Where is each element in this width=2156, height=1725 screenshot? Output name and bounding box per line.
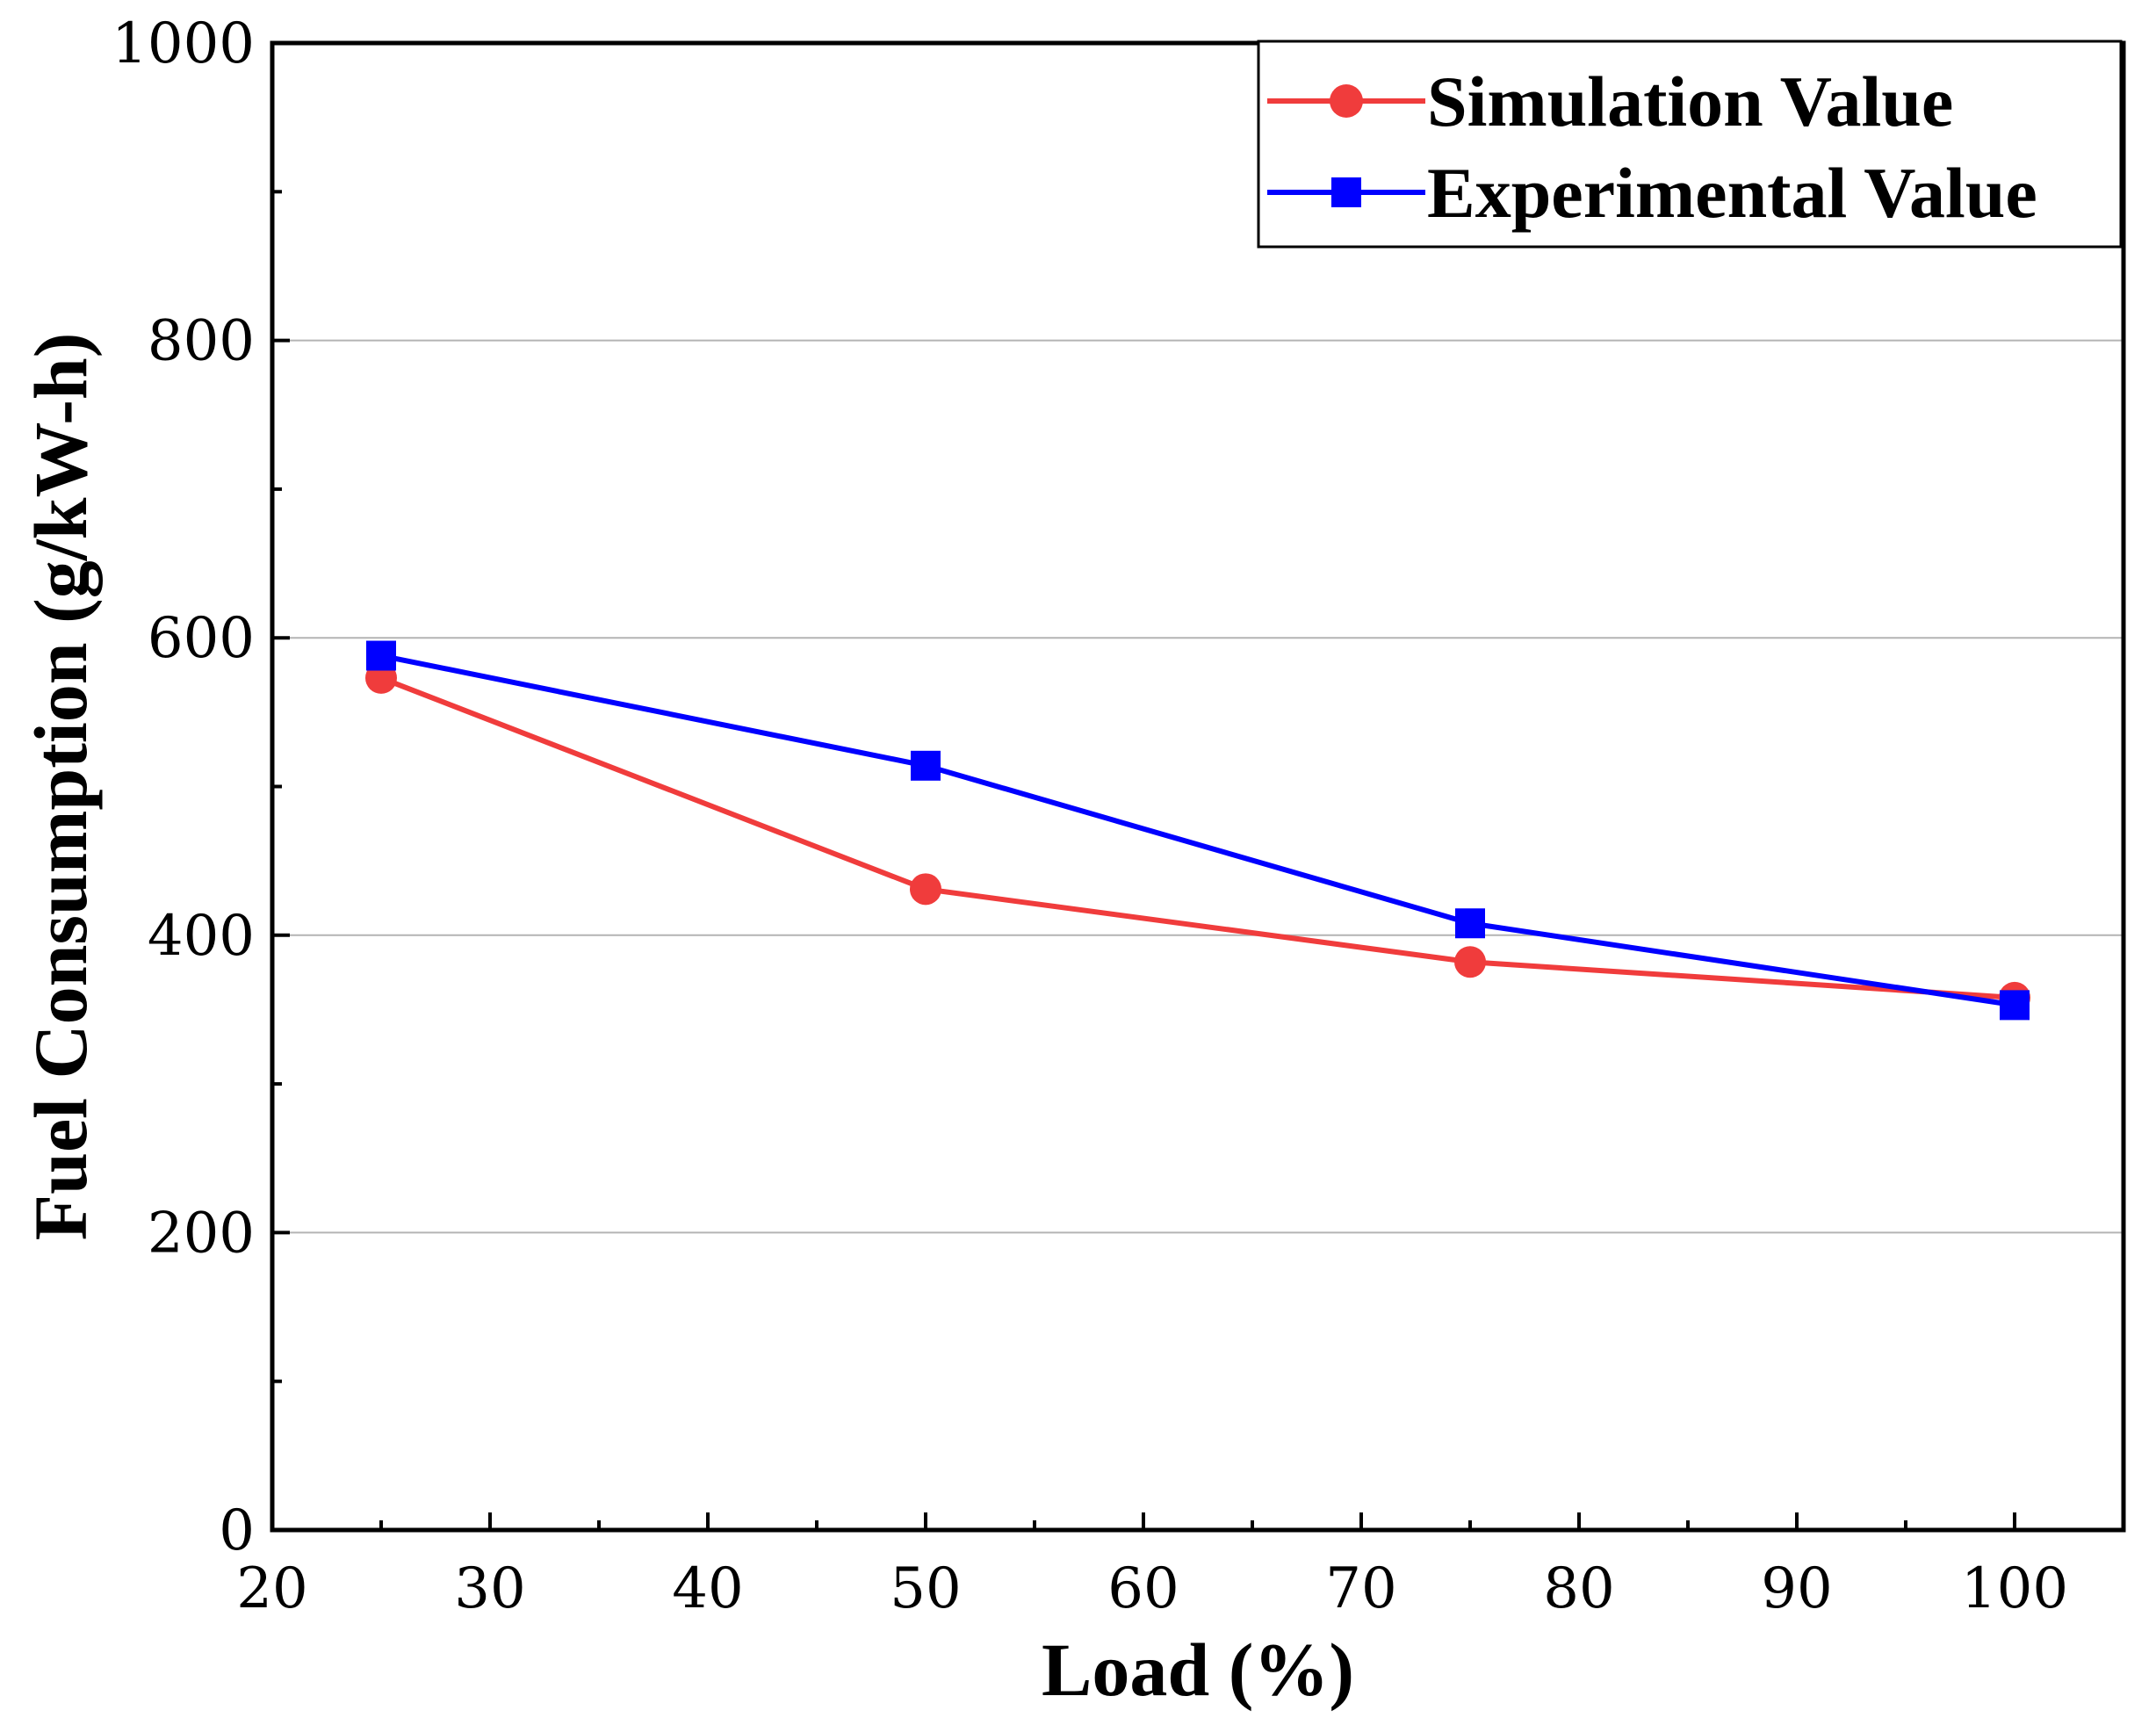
y-axis-title: Fuel Consumption (g/kW-h): [18, 333, 103, 1241]
series-line: [380, 653, 2015, 1008]
y-tick-label: 0: [219, 1498, 255, 1563]
y-tick-label: 1000: [112, 11, 255, 76]
y-tick-label: 400: [148, 904, 255, 969]
series-layer: [365, 640, 2030, 1021]
legend: Simulation Value Experimental Value: [1257, 40, 2123, 249]
legend-box: [1257, 40, 2123, 249]
y-tick-label: 200: [148, 1201, 255, 1266]
x-axis-title: Load (%): [1042, 1628, 1354, 1712]
data-point: [910, 873, 941, 906]
x-tick-label: 60: [1107, 1556, 1179, 1621]
data-point: [2000, 990, 2030, 1021]
legend-marker: [1331, 177, 1361, 207]
data-point: [366, 640, 396, 671]
series: [365, 661, 2030, 1014]
series: [366, 640, 2030, 1021]
x-tick-label: 30: [454, 1556, 525, 1621]
x-tick-label: 100: [1961, 1556, 2068, 1621]
plot-frame: [270, 40, 2126, 1533]
x-tick-label: 80: [1543, 1556, 1614, 1621]
data-point: [1455, 908, 1485, 939]
x-tick-label: 40: [672, 1556, 743, 1621]
legend-marker: [1330, 84, 1363, 118]
legend-label: Simulation Value: [1427, 61, 1953, 141]
series-line: [379, 675, 2015, 1000]
grid-lines: [272, 339, 2124, 1234]
x-tick-label: 50: [890, 1556, 961, 1621]
x-tick-label: 20: [236, 1556, 307, 1621]
data-point: [911, 750, 941, 781]
x-tick-label: 90: [1761, 1556, 1832, 1621]
y-tick-label: 600: [148, 606, 255, 671]
y-tick-label: 800: [148, 309, 255, 374]
legend-label: Experimental Value: [1427, 153, 2037, 233]
data-point: [1454, 946, 1486, 978]
x-tick-label: 70: [1325, 1556, 1396, 1621]
